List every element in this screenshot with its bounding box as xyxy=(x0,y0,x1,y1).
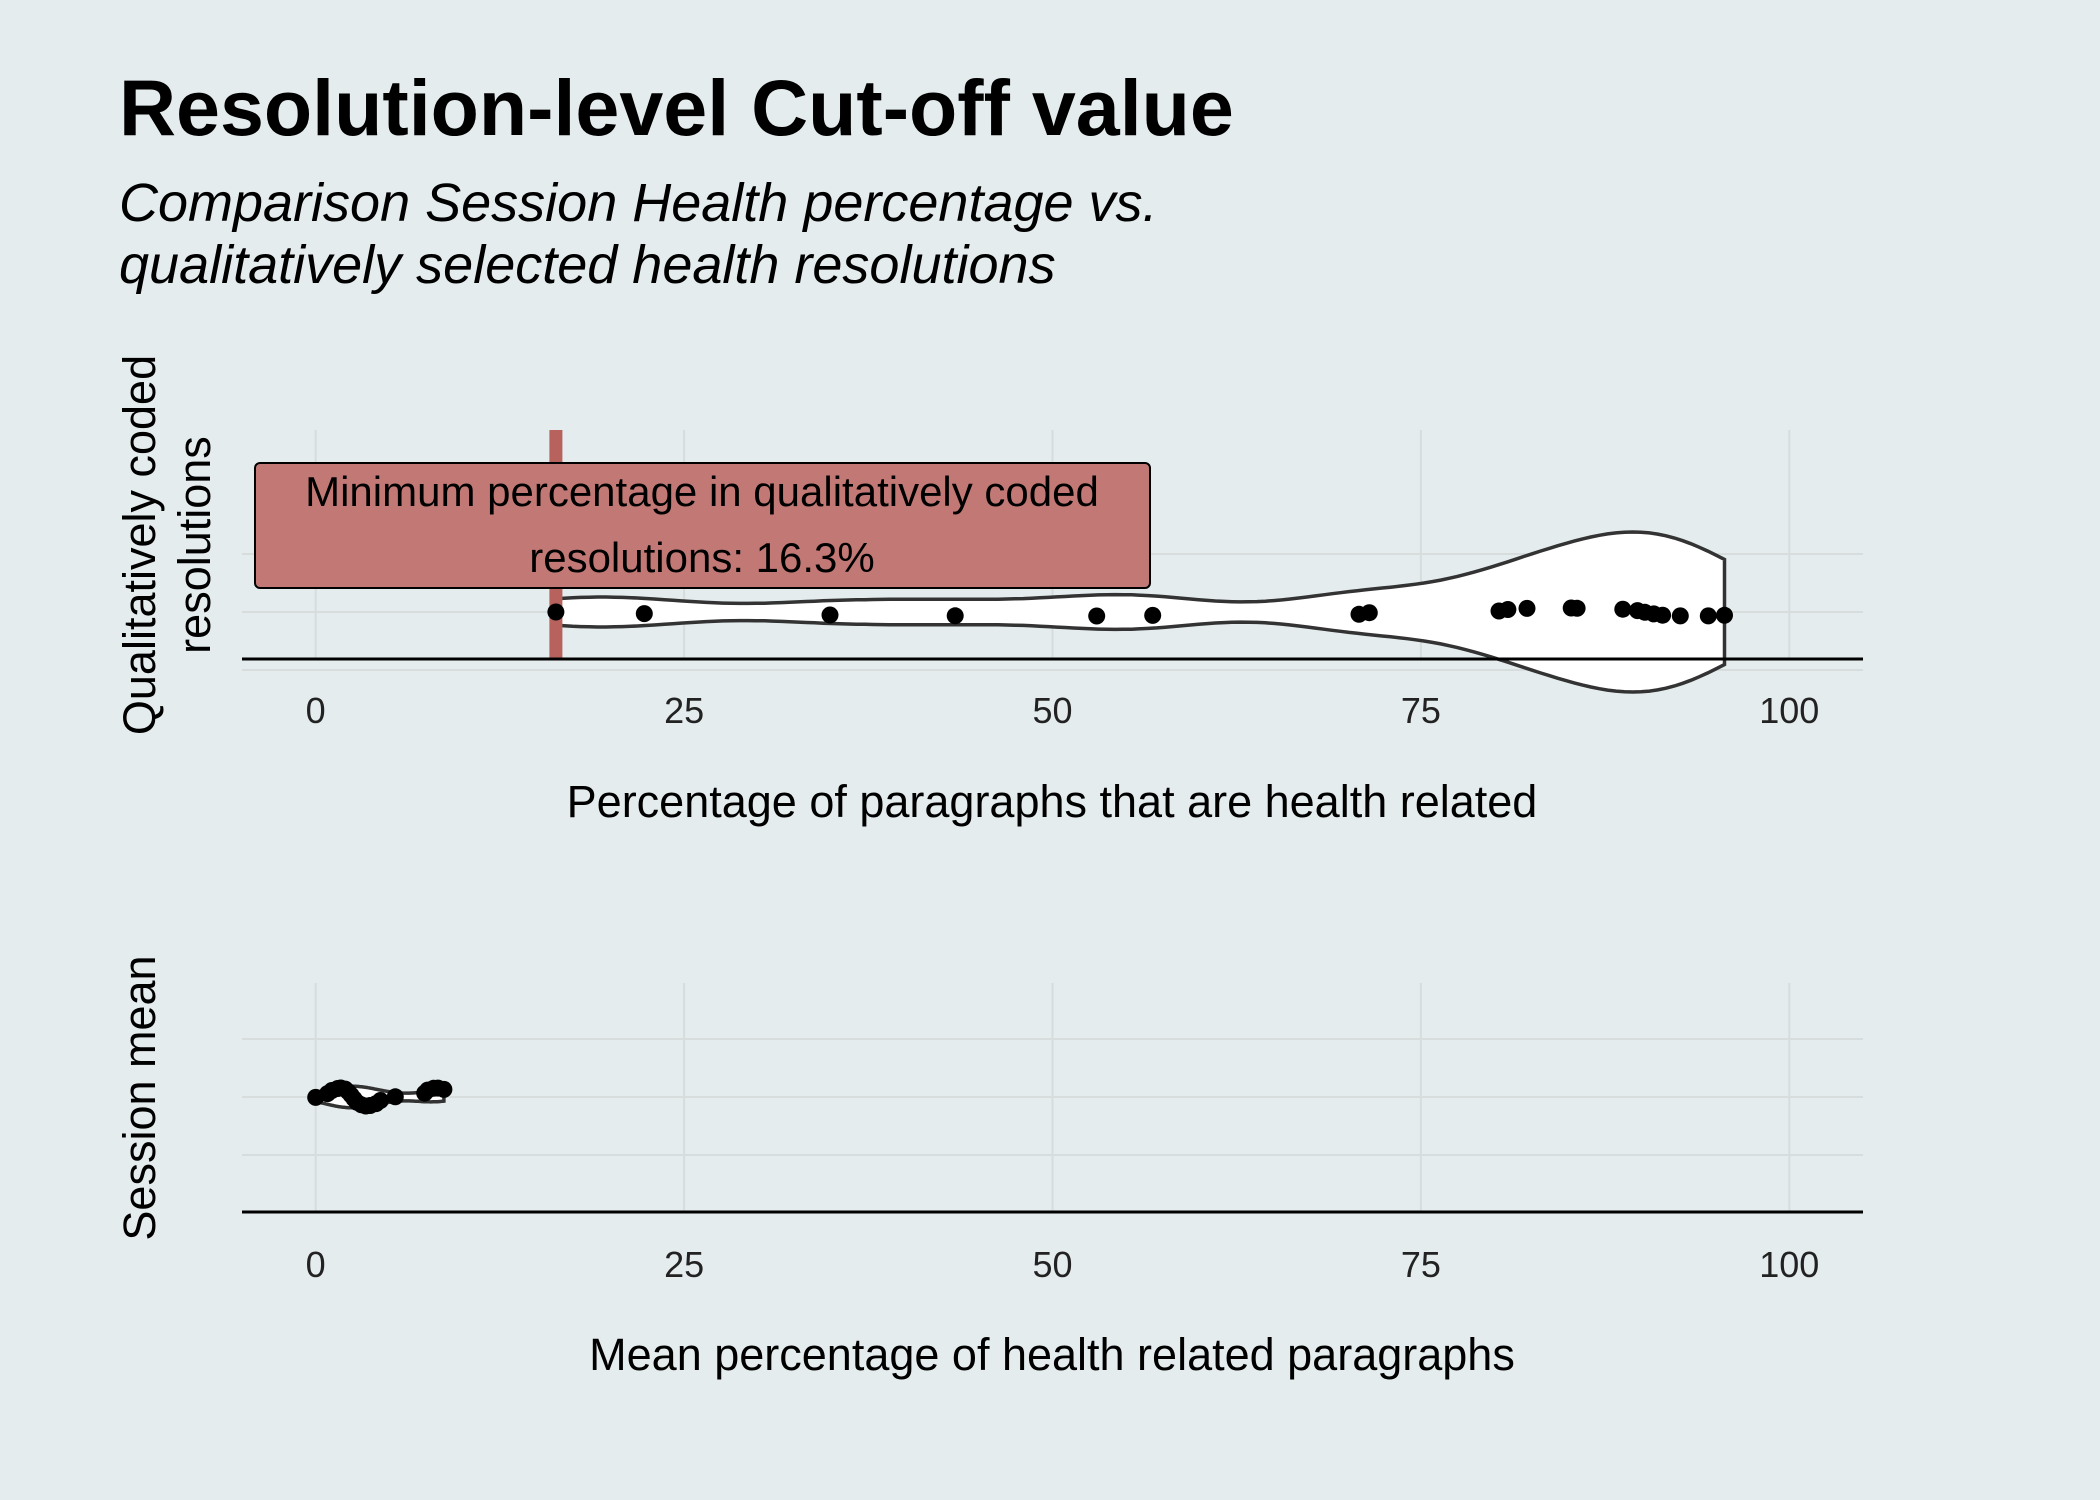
x-tick-label: 50 xyxy=(1032,1244,1072,1285)
x-tick-label: 75 xyxy=(1401,690,1441,731)
annotation-line-1: Minimum percentage in qualitatively code… xyxy=(305,468,1099,515)
data-point xyxy=(635,605,653,623)
data-point xyxy=(1360,604,1378,622)
data-point xyxy=(435,1080,453,1098)
data-point xyxy=(1614,600,1632,618)
cutoff-annotation: Minimum percentage in qualitatively code… xyxy=(254,462,1151,589)
y-axis-title: Qualitatively coded resolutions xyxy=(114,355,220,735)
data-point xyxy=(547,603,565,621)
data-point xyxy=(1671,607,1689,625)
data-points xyxy=(547,599,1733,625)
annotation-box xyxy=(254,462,1151,589)
data-point xyxy=(1499,601,1517,618)
subtitle-line-2: qualitatively selected health resolution… xyxy=(119,235,1056,295)
x-tick-labels: 0 25 50 75 100 xyxy=(306,690,1820,731)
x-tick-label: 100 xyxy=(1759,690,1819,731)
data-point xyxy=(1699,607,1717,625)
x-tick-label: 50 xyxy=(1032,690,1072,731)
subtitle-line-1: Comparison Session Health percentage vs. xyxy=(119,173,1158,233)
data-point xyxy=(1654,606,1672,624)
x-tick-label: 100 xyxy=(1759,1244,1819,1285)
data-point xyxy=(946,607,964,625)
data-point xyxy=(1716,606,1733,624)
panel-session-mean: 0 25 50 75 100 Mean percentage of health… xyxy=(114,955,1863,1380)
x-tick-labels: 0 25 50 75 100 xyxy=(306,1244,1820,1285)
data-point xyxy=(821,606,839,624)
data-point xyxy=(1088,607,1106,625)
x-axis-title: Mean percentage of health related paragr… xyxy=(589,1329,1515,1380)
x-tick-label: 25 xyxy=(664,690,704,731)
x-tick-label: 0 xyxy=(306,690,326,731)
x-tick-label: 75 xyxy=(1401,1244,1441,1285)
data-point xyxy=(372,1092,389,1109)
x-tick-label: 25 xyxy=(664,1244,704,1285)
y-axis-title-line-2: resolutions xyxy=(169,436,220,654)
data-point xyxy=(1518,599,1536,617)
page-title: Resolution-level Cut-off value xyxy=(119,63,1234,152)
data-point xyxy=(1568,599,1586,617)
data-point xyxy=(386,1088,404,1106)
data-point xyxy=(1144,606,1162,624)
y-axis-title: Session mean xyxy=(114,955,165,1240)
panel-qualitative: Minimum percentage in qualitatively code… xyxy=(114,355,1863,827)
violin-shape xyxy=(554,530,1727,694)
y-axis-title-line-1: Qualitatively coded xyxy=(114,355,165,735)
annotation-line-2: resolutions: 16.3% xyxy=(529,534,875,581)
x-tick-label: 0 xyxy=(306,1244,326,1285)
data-points xyxy=(307,1079,453,1115)
grid-lines xyxy=(242,983,1863,1212)
x-axis-title: Percentage of paragraphs that are health… xyxy=(567,776,1538,827)
page-subtitle: Comparison Session Health percentage vs.… xyxy=(119,172,1619,296)
